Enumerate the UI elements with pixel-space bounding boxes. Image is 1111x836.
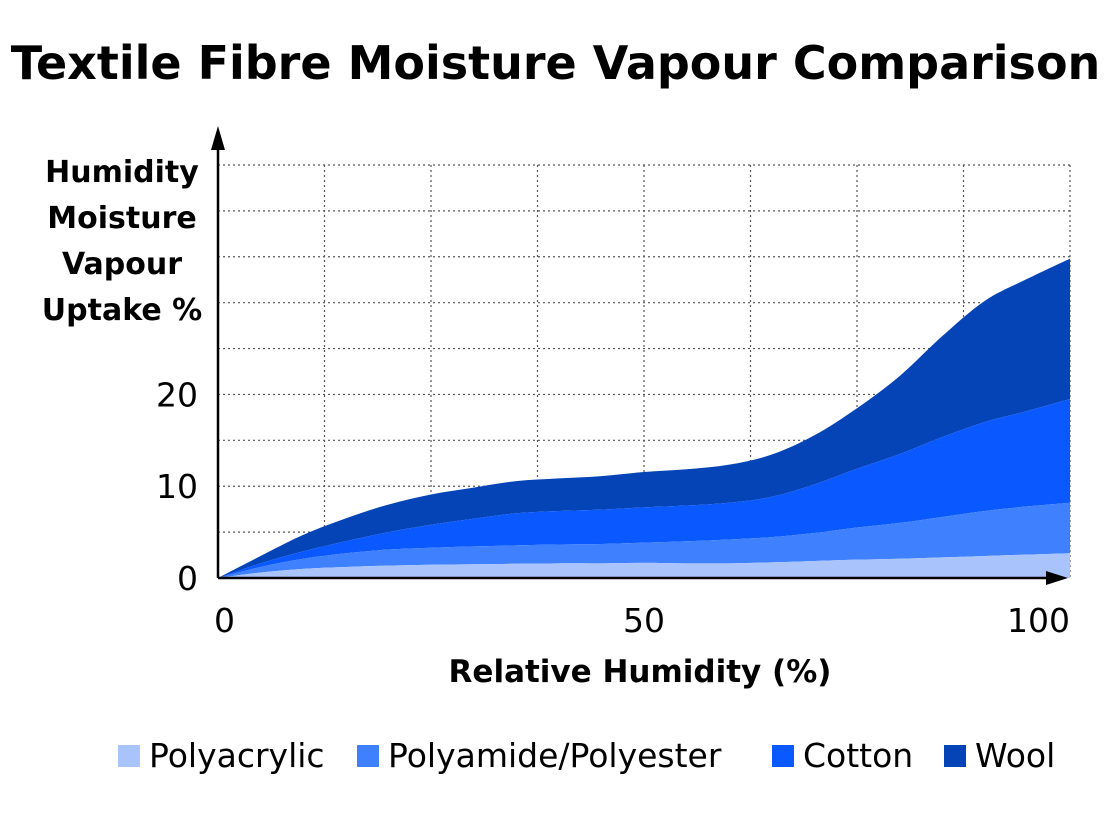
legend-item-polyamide-polyester: Polyamide/Polyester (357, 736, 721, 775)
y-tick-label: 0 (177, 559, 198, 598)
x-tick-label: 0 (214, 601, 235, 640)
y-axis-label-line: Vapour (62, 247, 182, 282)
x-tick-label: 50 (623, 601, 665, 640)
legend: Polyacrylic Polyamide/Polyester Cotton Wool (0, 736, 1111, 780)
legend-swatch (944, 744, 966, 767)
tick-labels: 0 50 100 0 10 20 (156, 375, 1070, 640)
y-axis-arrow (211, 126, 225, 150)
y-axis-label-line: Uptake % (42, 293, 202, 328)
legend-label: Polyacrylic (149, 736, 325, 775)
area-polyamide-polyester (218, 502, 1070, 578)
y-tick-label: 20 (156, 375, 198, 414)
x-tick-label: 100 (1007, 601, 1070, 640)
legend-swatch (357, 744, 379, 767)
plot-areas (218, 258, 1070, 578)
y-axis-label-line: Moisture (47, 201, 196, 236)
area-polyacrylic (218, 553, 1070, 578)
axes (211, 126, 1068, 585)
legend-item-wool: Wool (944, 736, 1055, 775)
area-cotton (218, 399, 1070, 578)
legend-item-polyacrylic: Polyacrylic (118, 736, 325, 775)
chart-title: Textile Fibre Moisture Vapour Comparison (10, 36, 1101, 90)
area-wool (218, 258, 1070, 578)
legend-label: Wool (975, 736, 1056, 775)
legend-label: Cotton (803, 736, 914, 775)
y-tick-label: 10 (156, 467, 198, 506)
x-axis-arrow (1046, 571, 1068, 585)
x-axis-label: Relative Humidity (%) (449, 654, 832, 690)
legend-swatch (118, 744, 140, 767)
legend-item-cotton: Cotton (772, 736, 913, 775)
legend-label: Polyamide/Polyester (388, 736, 722, 775)
legend-swatch (772, 744, 794, 767)
y-axis-label-line: Humidity (45, 155, 199, 190)
axis-labels: Relative Humidity (%) Humidity Moisture Vap… (42, 155, 832, 690)
